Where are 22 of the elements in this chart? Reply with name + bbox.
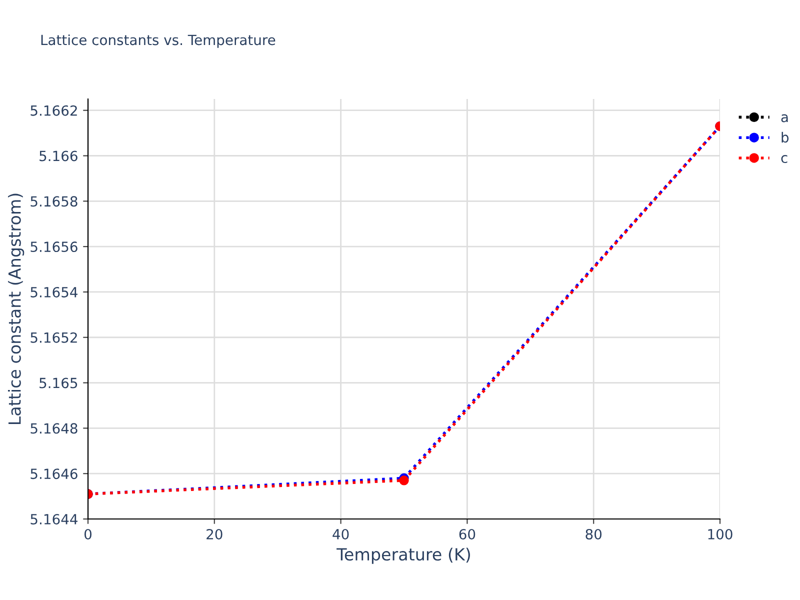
y-tick-label: 5.1652 bbox=[30, 332, 77, 343]
y-axis-title: Lattice constant (Angstrom) bbox=[8, 194, 24, 424]
y-tick-label: 5.1658 bbox=[30, 196, 78, 207]
x-tick-label: 40 bbox=[332, 528, 349, 540]
x-tick-label: 20 bbox=[206, 528, 222, 540]
chart-title: Lattice constants vs. Temperature bbox=[41, 34, 276, 48]
x-tick-label: 100 bbox=[708, 528, 732, 540]
y-tick-label: 5.165 bbox=[40, 378, 78, 388]
legend-label: b bbox=[782, 132, 789, 143]
legend-label: c bbox=[781, 155, 788, 164]
legend-label: a bbox=[781, 114, 788, 122]
y-tick-label: 5.1662 bbox=[30, 105, 77, 116]
x-tick-label: 80 bbox=[586, 528, 602, 540]
y-tick-label: 5.166 bbox=[40, 150, 78, 162]
y-tick-label: 5.1656 bbox=[30, 242, 78, 252]
y-tick-label: 5.1646 bbox=[30, 468, 78, 480]
y-tick-label: 5.1654 bbox=[30, 286, 78, 298]
x-tick-label: 0 bbox=[84, 528, 92, 540]
y-tick-label: 5.1644 bbox=[30, 514, 78, 524]
x-tick-label: 60 bbox=[459, 528, 476, 540]
y-tick-label: 5.1648 bbox=[30, 423, 78, 434]
x-axis-title: Temperature (K) bbox=[336, 548, 470, 564]
